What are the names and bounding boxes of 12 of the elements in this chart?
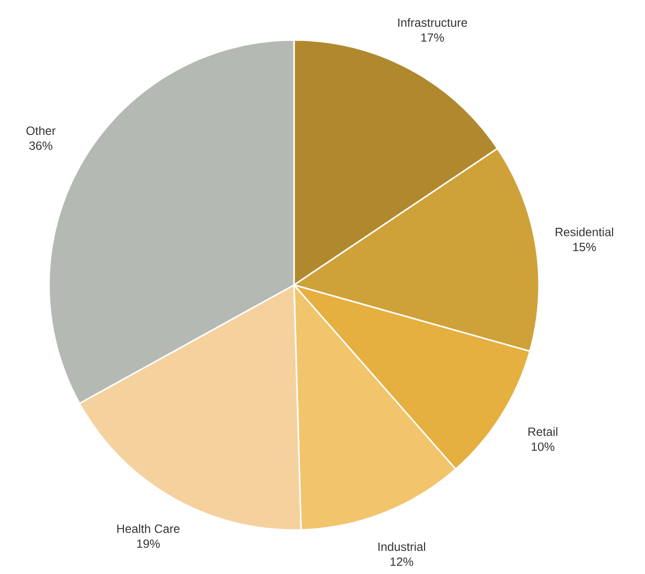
data-label: 17% <box>421 33 444 42</box>
slice-label: Retail <box>528 427 558 436</box>
slice-label: Industrial <box>378 542 426 551</box>
slice-label: Infrastructure <box>398 18 468 27</box>
slice-label: Residential <box>556 228 614 236</box>
data-label: 36% <box>29 141 52 150</box>
data-label: 19% <box>137 539 160 548</box>
data-label: 12% <box>390 557 414 566</box>
slice-label: Health Care <box>117 524 180 533</box>
data-label: 15% <box>573 242 596 252</box>
slice-label: Other <box>26 126 56 135</box>
data-label: 10% <box>532 442 554 451</box>
